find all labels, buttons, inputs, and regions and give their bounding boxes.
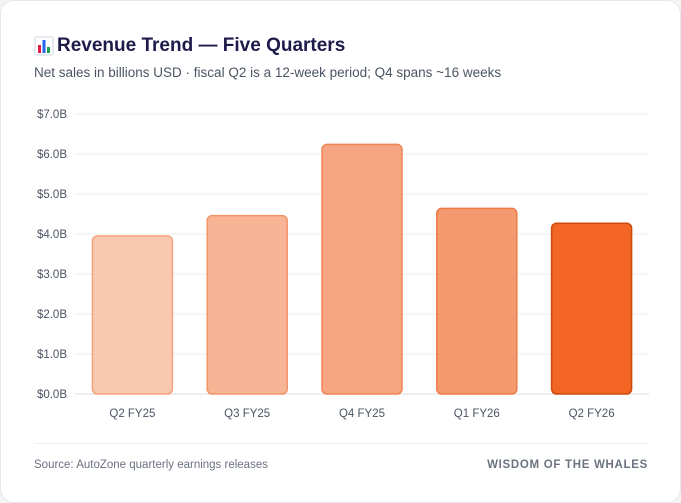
bar: [321, 143, 403, 395]
bar-chart: $0.0B $1.0B $2.0B $3.0B $4.0B $5.0B $6.0B $7.0B…: [37, 109, 649, 420]
brand-label: WISDOM OF THE WHALES: [487, 459, 648, 471]
bar: [436, 207, 518, 395]
x-tick-label: Q3 FY25: [224, 408, 270, 420]
x-tick-label: Q4 FY25: [339, 408, 385, 420]
y-tick-label: $0.0B: [37, 389, 67, 401]
y-tick-label: $7.0B: [37, 109, 67, 121]
y-tick-label: $1.0B: [37, 349, 67, 361]
chart-subtitle: Net sales in billions USD · fiscal Q2 is…: [34, 65, 502, 80]
bar: [91, 235, 174, 395]
x-tick-label: Q2 FY26: [569, 408, 615, 420]
chart-title: Revenue Trend — Five Quarters: [34, 35, 345, 57]
bar: [206, 214, 288, 395]
y-tick-label: $3.0B: [37, 269, 67, 281]
y-tick-label: $2.0B: [37, 309, 67, 321]
footer-divider: [34, 443, 649, 444]
bar-chart-icon: [34, 36, 54, 56]
chart-title-text: Revenue Trend — Five Quarters: [57, 35, 346, 56]
source-note: Source: AutoZone quarterly earnings rele…: [34, 459, 268, 471]
x-tick-label: Q1 FY26: [454, 408, 500, 420]
y-tick-label: $6.0B: [37, 149, 67, 161]
y-tick-label: $5.0B: [37, 189, 67, 201]
bar: [550, 222, 633, 395]
y-tick-label: $4.0B: [37, 229, 67, 241]
x-tick-label: Q2 FY25: [109, 408, 155, 420]
